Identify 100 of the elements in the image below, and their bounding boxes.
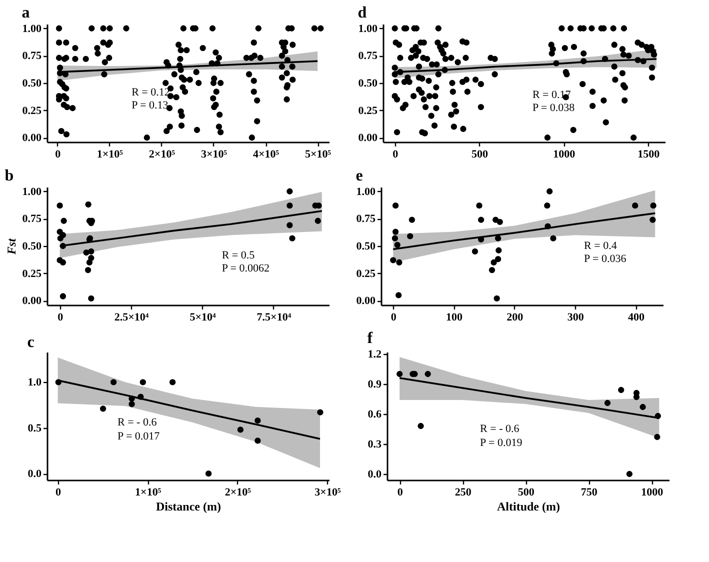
y-tick-label: 0.50: [356, 240, 376, 252]
point: [424, 370, 431, 378]
point: [56, 202, 63, 209]
point: [494, 256, 502, 262]
point: [286, 202, 293, 209]
point: [60, 259, 66, 266]
line-series: [392, 212, 656, 250]
y-tick-label: 0.75: [358, 50, 378, 62]
x-tick-label: 400: [628, 312, 645, 324]
point: [86, 259, 93, 266]
x-tick-label: 2×10⁵: [224, 486, 252, 498]
point: [496, 218, 503, 226]
annotation: R = 0.4: [584, 240, 618, 252]
y-tick-label: 0.75: [22, 213, 42, 226]
y-tick-label: 1.00: [22, 22, 42, 35]
y-tick-label: 1.00: [358, 22, 378, 35]
annotation: P = 0.0062: [222, 262, 270, 274]
x-tick-label: 200: [506, 312, 524, 324]
x-tick-label: 1000: [641, 486, 664, 498]
point: [84, 266, 92, 274]
point: [128, 401, 135, 408]
annotation: R = - 0.6: [480, 422, 520, 435]
point: [317, 409, 324, 416]
point: [286, 222, 293, 228]
y-tick-label: 0.25: [22, 268, 42, 280]
point: [392, 202, 399, 209]
x-tick-label: 5×10⁵: [305, 148, 332, 160]
annotation: R = - 0.6: [118, 416, 158, 428]
x-tick-label: 7.5×10⁴: [256, 312, 292, 324]
point: [476, 202, 482, 209]
y-tick-label: 0.25: [356, 268, 376, 280]
y-tick-label: 0.00: [22, 132, 42, 144]
point: [396, 370, 403, 378]
y-tick-label: 0.0: [28, 468, 42, 480]
x-axis-title: Altitude (m): [497, 500, 560, 514]
point: [254, 438, 261, 444]
point: [392, 235, 398, 242]
point: [494, 295, 500, 302]
x-tick-label: 1500: [638, 148, 660, 160]
point: [478, 216, 484, 223]
point: [544, 202, 550, 209]
x-tick-label: 2×10⁵: [148, 148, 176, 160]
point: [169, 379, 176, 386]
point: [407, 233, 414, 240]
point: [650, 216, 656, 223]
point: [392, 228, 399, 235]
point: [128, 396, 135, 402]
annotation: P = 0.036: [584, 252, 627, 265]
x-tick-label: 3×10⁵: [314, 486, 342, 498]
y-tick-label: 1.2: [368, 348, 382, 360]
annotation: R = 0.5: [222, 249, 256, 262]
x-tick-label: 2.5×10⁴: [114, 312, 150, 324]
chart-title: e: [356, 167, 363, 184]
point: [478, 236, 484, 243]
x-tick-label: 500: [518, 486, 535, 498]
y-tick-label: 0.50: [22, 240, 42, 252]
y-tick-label: 1.0: [28, 376, 42, 389]
point: [60, 242, 66, 250]
y-axis-title: Fst: [4, 238, 18, 256]
chart-title: f: [367, 330, 374, 347]
point: [60, 218, 67, 224]
point: [640, 404, 646, 410]
annotation: P = 0.019: [480, 436, 523, 449]
y-tick-label: 0.25: [22, 104, 42, 117]
x-tick-label: 1000: [553, 148, 576, 160]
annotation: P = 0.13: [132, 99, 169, 112]
point: [138, 394, 144, 400]
point: [88, 248, 94, 255]
y-tick-label: 0.50: [358, 78, 378, 90]
point: [396, 292, 402, 298]
point: [650, 202, 656, 209]
point: [286, 188, 293, 194]
point: [85, 201, 92, 208]
y-tick-label: 0.3: [368, 438, 382, 450]
chart-title: c: [27, 334, 34, 351]
point: [60, 293, 66, 300]
x-axis-title: Distance (m): [156, 500, 221, 514]
y-tick-label: 0.75: [356, 213, 376, 226]
x-tick-label: 0: [55, 148, 62, 160]
point: [390, 257, 396, 264]
point: [100, 406, 106, 412]
point: [494, 235, 502, 242]
x-tick-label: 750: [580, 486, 598, 498]
y-tick-label: 0.75: [22, 50, 42, 62]
annotation: P = 0.038: [532, 102, 576, 114]
x-tick-label: 3×10⁵: [200, 148, 228, 160]
y-tick-label: 0.9: [368, 378, 382, 390]
x-tick-label: 300: [567, 312, 584, 324]
y-tick-label: 0.6: [368, 408, 382, 420]
point: [618, 386, 624, 394]
x-tick-label: 500: [472, 148, 488, 160]
x-tick-label: 1×10⁵: [96, 148, 124, 160]
y-tick-label: 0.00: [356, 295, 376, 308]
point: [394, 242, 400, 248]
point: [60, 232, 66, 238]
x-tick-label: 4×10⁵: [252, 148, 280, 160]
x-tick-label: 1×10⁵: [135, 486, 162, 498]
chart-title: d: [358, 4, 367, 22]
point: [289, 235, 296, 242]
point: [314, 218, 321, 224]
